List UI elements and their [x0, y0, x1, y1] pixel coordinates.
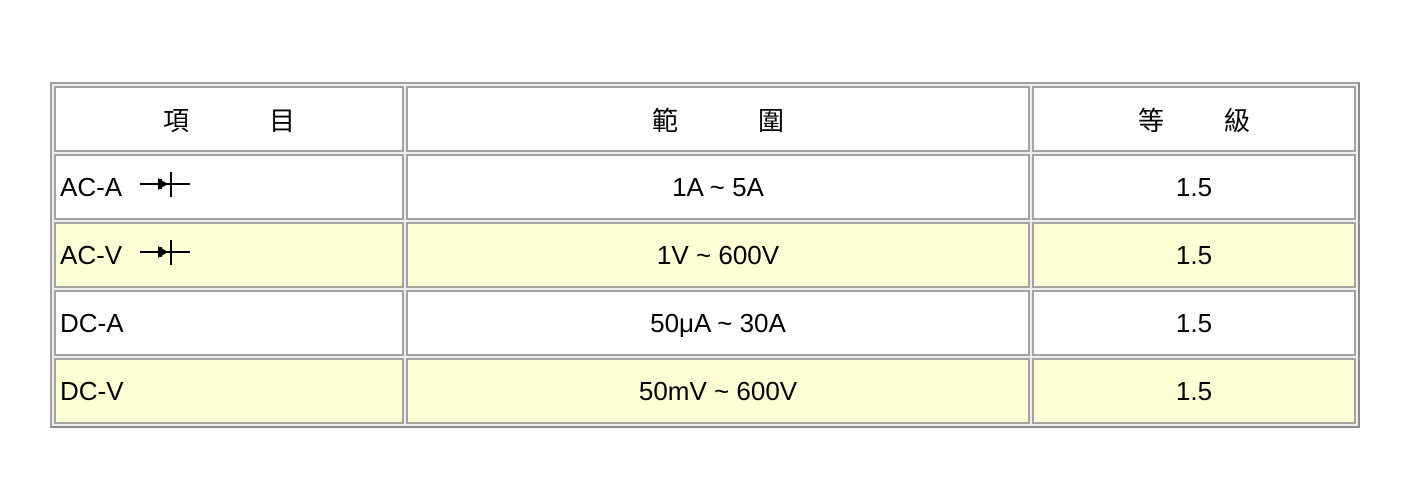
table-row: DC-V 50mV ~ 600V 1.5 — [54, 358, 1356, 424]
header-char: 圍 — [758, 106, 785, 137]
grade-cell: 1.5 — [1032, 358, 1356, 424]
grade-cell: 1.5 — [1032, 154, 1356, 220]
table-row: DC-A 50μA ~ 30A 1.5 — [54, 290, 1356, 356]
diode-icon — [140, 171, 191, 197]
header-char: 目 — [269, 106, 296, 137]
table-row: AC-A 1A ~ 5A 1.5 — [54, 154, 1356, 220]
range-cell: 1V ~ 600V — [406, 222, 1030, 288]
range-cell: 1A ~ 5A — [406, 154, 1030, 220]
item-label: AC-A — [60, 171, 123, 202]
diode-icon — [140, 239, 191, 265]
header-char: 範 — [651, 106, 678, 137]
range-cell: 50μA ~ 30A — [406, 290, 1030, 356]
item-cell: DC-A — [54, 290, 404, 356]
table-row: AC-V 1V ~ 600V 1.5 — [54, 222, 1356, 288]
header-char: 等 — [1137, 106, 1164, 137]
grade-cell: 1.5 — [1032, 290, 1356, 356]
grade-cell: 1.5 — [1032, 222, 1356, 288]
range-cell: 50mV ~ 600V — [406, 358, 1030, 424]
header-item: 項目 — [54, 86, 404, 152]
item-cell: AC-A — [54, 154, 404, 220]
header-grade: 等級 — [1032, 86, 1356, 152]
header-char: 級 — [1224, 106, 1251, 137]
header-row: 項目 範圍 等級 — [54, 86, 1356, 152]
header-range: 範圍 — [406, 86, 1030, 152]
item-cell: DC-V — [54, 358, 404, 424]
item-cell: AC-V — [54, 222, 404, 288]
spec-table: 項目 範圍 等級 AC-A 1A ~ 5A 1.5 AC-V 1V ~ 600V… — [50, 82, 1360, 428]
item-label: AC-V — [60, 239, 123, 270]
header-char: 項 — [162, 106, 189, 137]
